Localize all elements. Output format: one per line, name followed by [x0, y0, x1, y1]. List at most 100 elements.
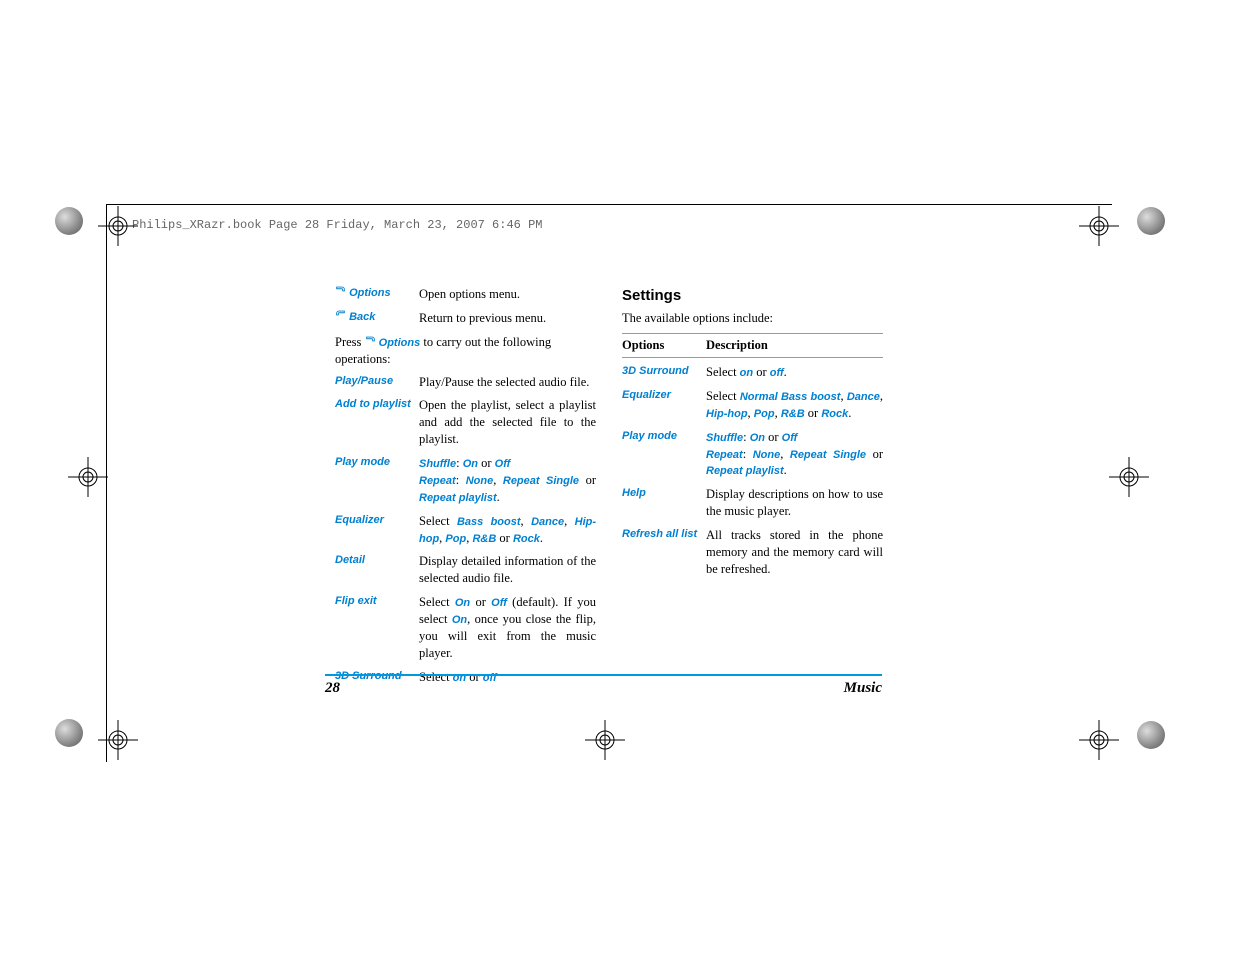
- label-options: Options: [335, 286, 419, 301]
- highlighted-term: Dance: [531, 516, 564, 528]
- option-description: Select Bass boost, Dance, Hip-hop, Pop, …: [419, 513, 596, 547]
- highlighted-term: Normal Bass boost: [740, 391, 841, 403]
- settings-table-header: Options Description: [622, 333, 883, 358]
- softkey-left-icon: [335, 286, 346, 297]
- registration-mark-icon: [1079, 720, 1119, 760]
- option-description: Display descriptions on how to use the m…: [706, 486, 883, 520]
- highlighted-term: Repeat Single: [503, 475, 579, 487]
- option-label: Play mode: [335, 455, 419, 470]
- highlighted-term: Bass boost: [457, 516, 521, 528]
- highlighted-term: Repeat: [419, 475, 456, 487]
- page-rule-top: [106, 204, 1112, 206]
- option-description: Shuffle: On or OffRepeat: None, Repeat S…: [419, 455, 596, 506]
- press-prefix: Press: [335, 335, 361, 349]
- option-row: DetailDisplay detailed information of th…: [335, 553, 596, 587]
- left-ops-list: Play/PausePlay/Pause the selected audio …: [335, 374, 596, 686]
- highlighted-term: On: [455, 597, 470, 609]
- registration-mark-icon: [585, 720, 625, 760]
- option-label: Flip exit: [335, 594, 419, 609]
- highlighted-term: On: [463, 458, 478, 470]
- row-back: Back Return to previous menu.: [335, 310, 596, 327]
- page-content: Options Open options menu. Back Return t…: [335, 286, 883, 693]
- highlighted-term: None: [466, 475, 494, 487]
- option-row: Refresh all listAll tracks stored in the…: [622, 527, 883, 578]
- page-number: 28: [325, 680, 340, 697]
- row-options: Options Open options menu.: [335, 286, 596, 303]
- option-row: Flip exitSelect On or Off (default). If …: [335, 594, 596, 662]
- registration-mark-icon: [68, 457, 108, 497]
- option-label: Detail: [335, 553, 419, 568]
- highlighted-term: R&B: [472, 533, 496, 545]
- option-description: Open the playlist, select a playlist and…: [419, 397, 596, 448]
- option-label: Equalizer: [335, 513, 419, 528]
- option-label: Help: [622, 486, 706, 501]
- option-label: Add to playlist: [335, 397, 419, 412]
- footer-rule: [325, 674, 882, 676]
- print-marble: [55, 719, 83, 747]
- highlighted-term: Off: [782, 432, 798, 444]
- highlighted-term: Pop: [754, 408, 775, 420]
- footer-section: Music: [844, 680, 882, 697]
- option-description: Display detailed information of the sele…: [419, 553, 596, 587]
- registration-mark-icon: [98, 206, 138, 246]
- desc-back: Return to previous menu.: [419, 310, 596, 327]
- label-back-text: Back: [349, 311, 375, 323]
- left-column: Options Open options menu. Back Return t…: [335, 286, 596, 693]
- option-label: Play/Pause: [335, 374, 419, 389]
- right-column: Settings The available options include: …: [622, 286, 883, 693]
- option-description: All tracks stored in the phone memory an…: [706, 527, 883, 578]
- option-row: Play modeShuffle: On or OffRepeat: None,…: [335, 455, 596, 506]
- registration-mark-icon: [98, 720, 138, 760]
- softkey-right-icon: [335, 310, 346, 321]
- option-row: Add to playlistOpen the playlist, select…: [335, 397, 596, 448]
- settings-option-list: 3D SurroundSelect on or off.EqualizerSel…: [622, 364, 883, 578]
- label-back: Back: [335, 310, 419, 325]
- th-options: Options: [622, 337, 706, 354]
- print-marble: [1137, 207, 1165, 235]
- highlighted-term: Dance: [847, 391, 880, 403]
- press-line: Press Options to carry out the following…: [335, 334, 596, 368]
- highlighted-term: Repeat playlist: [419, 492, 497, 504]
- highlighted-term: On: [750, 432, 765, 444]
- option-row: 3D SurroundSelect on or off.: [622, 364, 883, 381]
- option-row: EqualizerSelect Normal Bass boost, Dance…: [622, 388, 883, 422]
- highlighted-term: None: [753, 449, 781, 461]
- highlighted-term: Repeat: [706, 449, 743, 461]
- registration-mark-icon: [1109, 457, 1149, 497]
- highlighted-term: Rock: [513, 533, 540, 545]
- option-row: Play modeShuffle: On or OffRepeat: None,…: [622, 429, 883, 480]
- highlighted-term: Repeat playlist: [706, 465, 784, 477]
- highlighted-term: R&B: [781, 408, 805, 420]
- highlighted-term: off: [770, 367, 784, 379]
- book-header-line: Philips_XRazr.book Page 28 Friday, March…: [132, 218, 1085, 232]
- option-description: Select On or Off (default). If you selec…: [419, 594, 596, 662]
- th-description: Description: [706, 337, 768, 354]
- option-description: Shuffle: On or OffRepeat: None, Repeat S…: [706, 429, 883, 480]
- softkey-left-icon-inline: [365, 335, 376, 346]
- registration-mark-icon: [1079, 206, 1119, 246]
- highlighted-term: Off: [491, 597, 507, 609]
- option-row: Play/PausePlay/Pause the selected audio …: [335, 374, 596, 391]
- page-footer: 28 Music: [325, 674, 882, 697]
- settings-title: Settings: [622, 286, 883, 306]
- option-label: Equalizer: [622, 388, 706, 403]
- label-options-text: Options: [349, 287, 391, 299]
- option-row: HelpDisplay descriptions on how to use t…: [622, 486, 883, 520]
- option-label: 3D Surround: [622, 364, 706, 379]
- highlighted-term: on: [740, 367, 753, 379]
- desc-options: Open options menu.: [419, 286, 596, 303]
- press-options-label: Options: [379, 337, 421, 349]
- print-marble: [1137, 721, 1165, 749]
- option-description: Play/Pause the selected audio file.: [419, 374, 596, 391]
- highlighted-term: Off: [495, 458, 511, 470]
- highlighted-term: Hip-hop: [706, 408, 748, 420]
- option-description: Select Normal Bass boost, Dance, Hip-hop…: [706, 388, 883, 422]
- print-marble: [55, 207, 83, 235]
- highlighted-term: Shuffle: [419, 458, 456, 470]
- option-label: Play mode: [622, 429, 706, 444]
- highlighted-term: Repeat Single: [790, 449, 866, 461]
- highlighted-term: Rock: [821, 408, 848, 420]
- highlighted-term: Shuffle: [706, 432, 743, 444]
- settings-intro: The available options include:: [622, 310, 883, 327]
- option-description: Select on or off.: [706, 364, 883, 381]
